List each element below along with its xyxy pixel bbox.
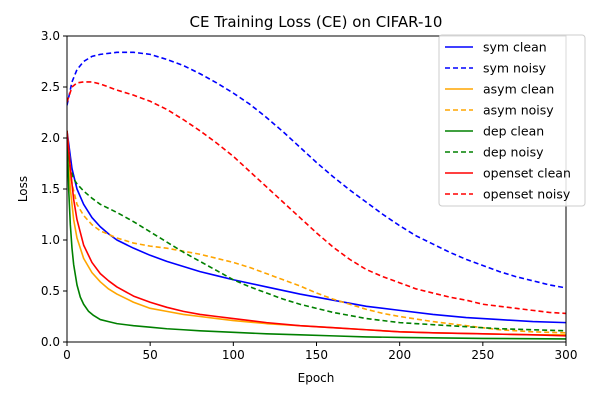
legend-label: asym clean (483, 82, 554, 97)
y-tick-label: 1.0 (41, 233, 60, 247)
y-tick-label: 2.5 (41, 80, 60, 94)
y-tick-label: 0.5 (41, 284, 60, 298)
y-axis-label: Loss (16, 176, 30, 202)
x-tick-label: 150 (305, 348, 328, 362)
series-line-dep-clean (67, 130, 566, 340)
y-axis-ticks: 0.0 0.5 1.0 1.5 2.0 2.5 3.0 (41, 29, 67, 349)
legend-label: openset clean (483, 166, 571, 181)
x-tick-label: 0 (63, 348, 71, 362)
legend-label: asym noisy (483, 103, 554, 118)
x-axis-ticks: 0 50 100 150 200 250 300 (63, 342, 577, 362)
x-tick-label: 50 (143, 348, 158, 362)
y-tick-label: 3.0 (41, 29, 60, 43)
y-tick-label: 1.5 (41, 182, 60, 196)
x-tick-label: 250 (471, 348, 494, 362)
legend-label: sym clean (483, 40, 547, 55)
legend: sym clean sym noisy asym clean asym noisy de… (438, 34, 586, 207)
legend-label: dep noisy (483, 145, 544, 160)
x-tick-label: 300 (555, 348, 578, 362)
legend-label: openset noisy (483, 187, 571, 202)
x-axis-label: Epoch (298, 371, 335, 385)
series-line-sym-clean (67, 130, 566, 324)
legend-frame (438, 34, 586, 207)
y-tick-label: 2.0 (41, 131, 60, 145)
series-line-openset-clean (67, 130, 566, 337)
chart-title: CE Training Loss (CE) on CIFAR-10 (190, 13, 443, 31)
series-layer (67, 51, 566, 340)
y-tick-label: 0.0 (41, 335, 60, 349)
series-line-dep-noisy (67, 132, 566, 332)
x-tick-label: 100 (222, 348, 245, 362)
x-tick-label: 200 (388, 348, 411, 362)
series-line-sym-noisy (67, 51, 566, 289)
legend-label: dep clean (483, 124, 544, 139)
series-line-asym-noisy (67, 130, 566, 334)
legend-label: sym noisy (483, 61, 547, 76)
